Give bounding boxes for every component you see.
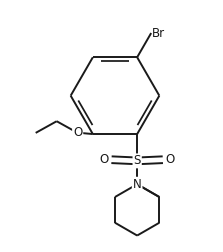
Text: N: N xyxy=(133,178,142,191)
Text: O: O xyxy=(166,153,175,166)
Text: O: O xyxy=(73,127,82,139)
Text: Br: Br xyxy=(152,26,165,40)
Text: S: S xyxy=(134,154,141,167)
Text: O: O xyxy=(99,153,109,166)
